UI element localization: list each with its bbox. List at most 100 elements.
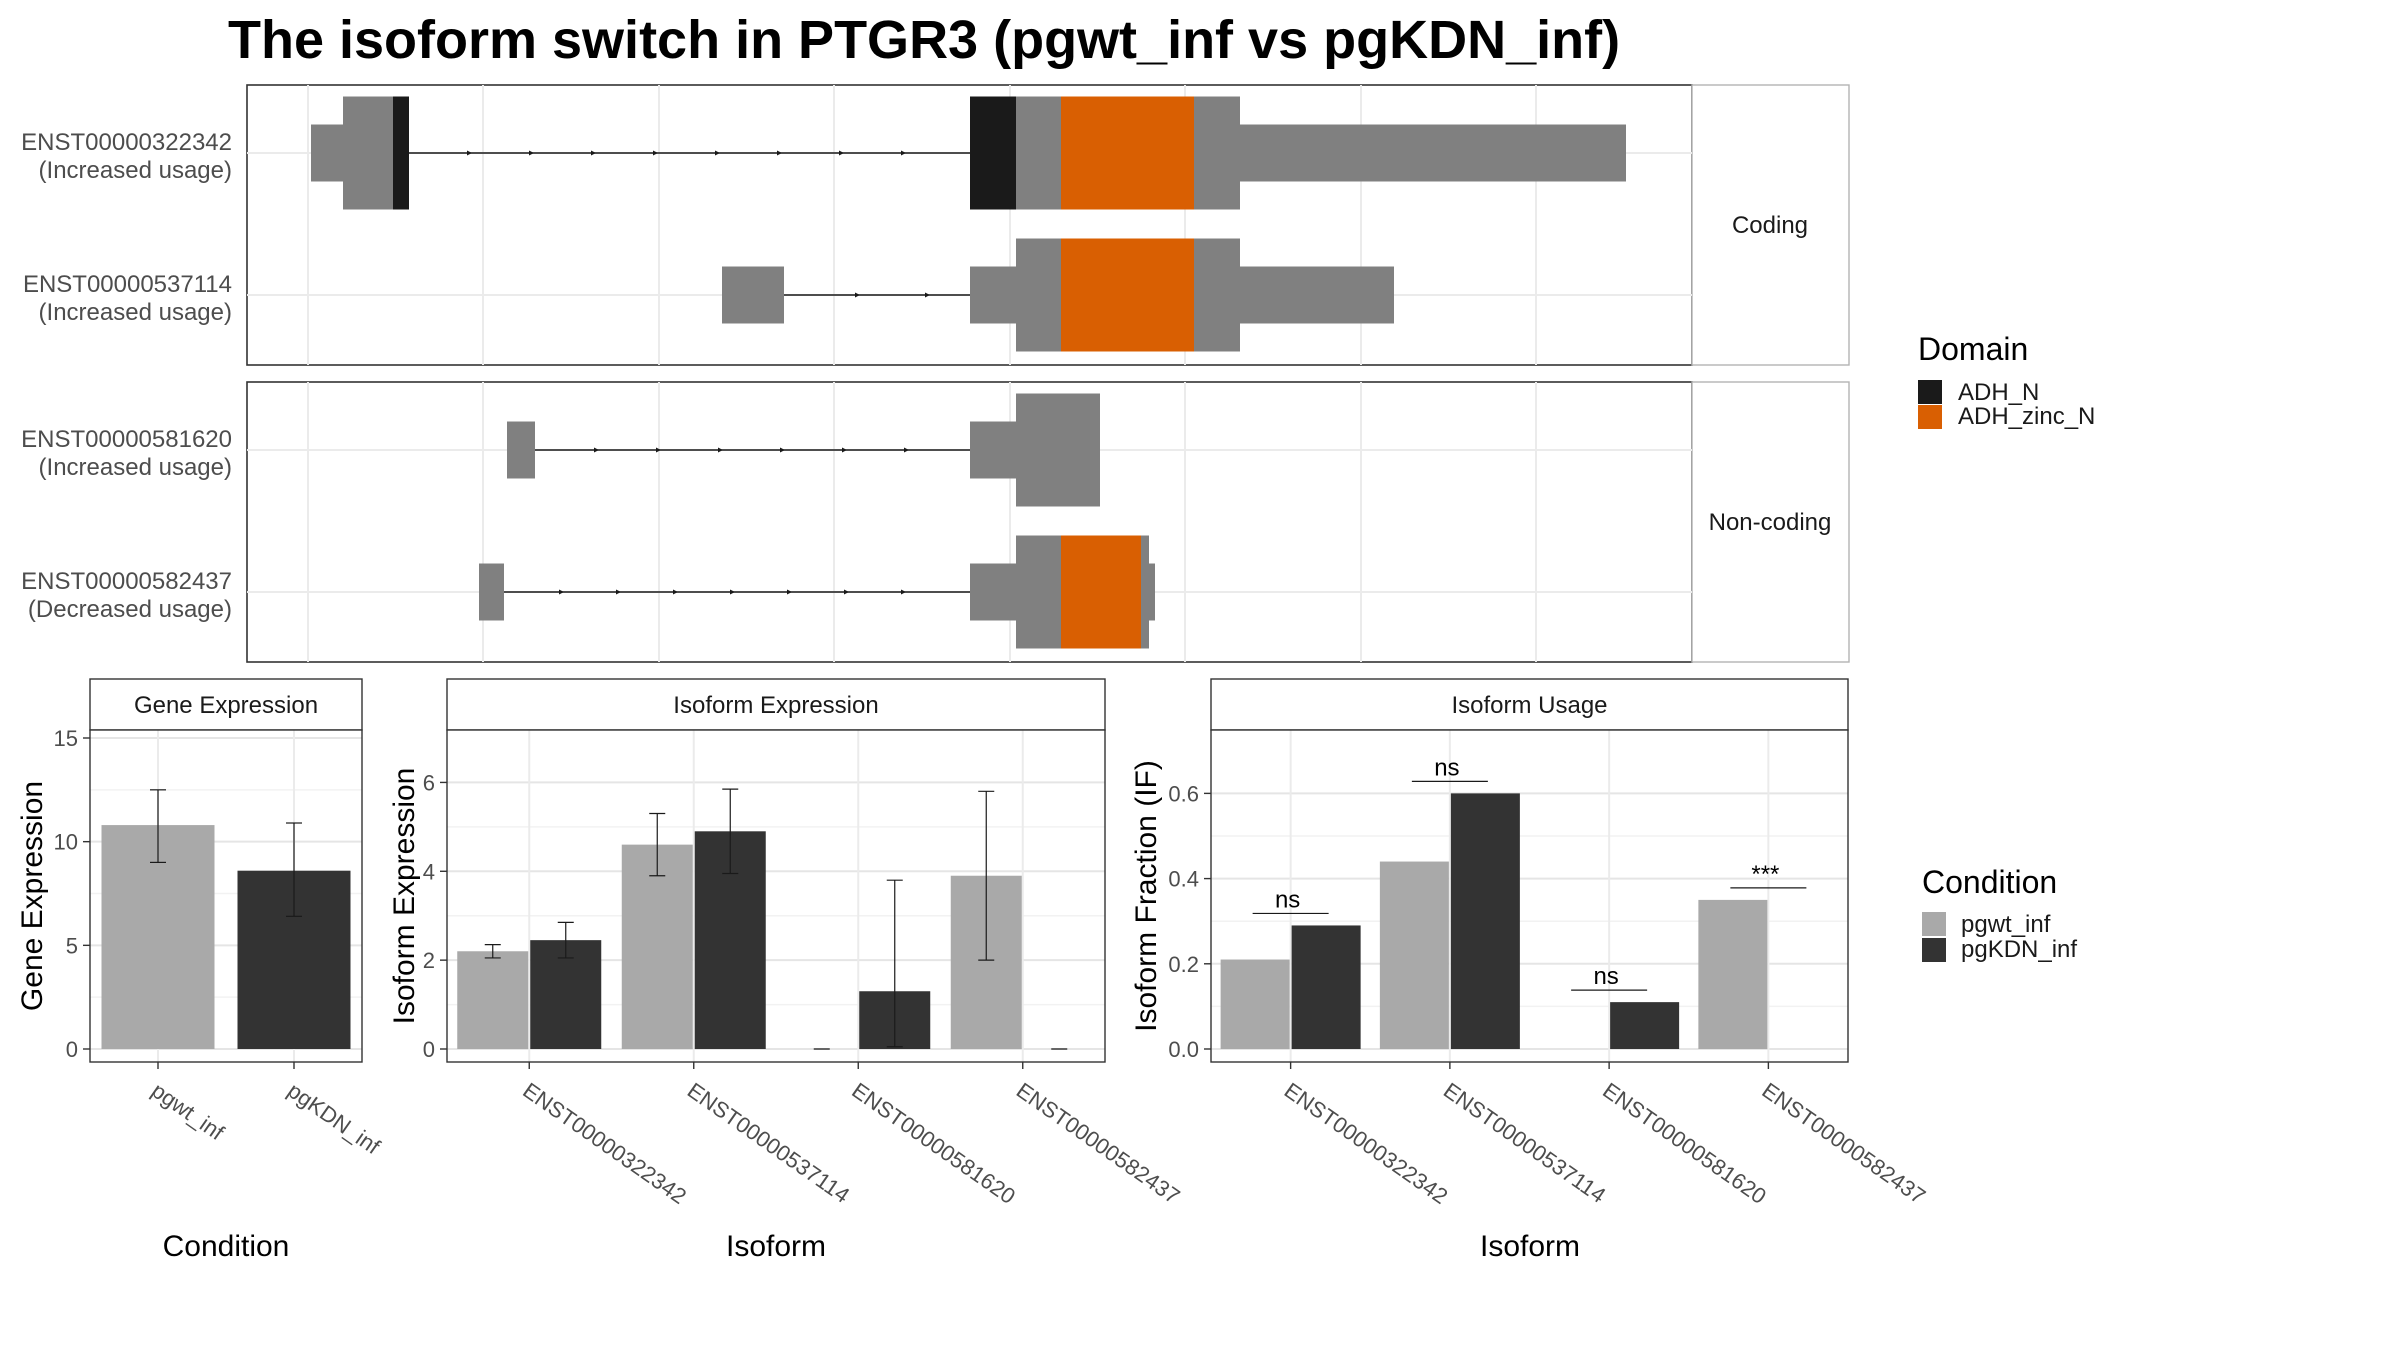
condition-legend-title: Condition: [1922, 864, 2057, 900]
y-axis-title: Isoform Fraction (IF): [1130, 760, 1163, 1032]
utr-exon: [1240, 266, 1394, 324]
x-axis-title: Isoform: [726, 1230, 826, 1263]
y-tick-label: 0: [423, 1037, 435, 1062]
exon: [1194, 238, 1240, 352]
intron-arrow: [718, 447, 723, 453]
domain-adh-n: [970, 96, 1016, 210]
x-tick-label: ENST00000537114: [1439, 1078, 1610, 1208]
y-tick-label: 0.2: [1168, 952, 1199, 977]
legend-label-pgkdn-inf: pgKDN_inf: [1961, 936, 2077, 963]
legend-key-pgkdn-inf: [1922, 938, 1946, 962]
exon: [1194, 96, 1240, 210]
intron-arrow: [904, 447, 909, 453]
transcript-label-usage: (Increased usage): [39, 454, 232, 481]
intron-arrow: [559, 589, 564, 595]
x-tick-label: pgKDN_inf: [283, 1078, 385, 1160]
panel-border: [446, 729, 1106, 1063]
x-tick-label: ENST00000581620: [847, 1078, 1020, 1209]
panel-border: [89, 729, 363, 1063]
legend-label-adh-n: ADH_N: [1958, 379, 2039, 406]
bar: [1291, 925, 1361, 1049]
domain-legend-title: Domain: [1918, 331, 2028, 367]
utr-exon: [1240, 124, 1626, 182]
structure-panel-noncoding: Non-coding ENST00000581620 (Increased us…: [21, 381, 1850, 663]
intron-arrow: [780, 447, 785, 453]
significance-label: ns: [1593, 963, 1618, 990]
utr-exon: [722, 266, 784, 324]
exon: [970, 563, 1016, 621]
x-tick-label: ENST00000537114: [683, 1078, 854, 1208]
panel-border: [1210, 729, 1849, 1063]
x-axis-title: Isoform: [1480, 1230, 1580, 1263]
panel-strip: [446, 678, 1106, 731]
utr-exon: [311, 124, 343, 182]
bar-panel: Gene Expression 0 5 10 15 pgwt_inf pgKDN_inf Co…: [16, 678, 385, 1263]
noncoding-panel-frame: [246, 381, 1693, 663]
intron-arrow: [901, 589, 906, 595]
panel-strip: [1210, 678, 1849, 731]
intron-arrow: [777, 150, 782, 156]
intron-arrow: [467, 150, 472, 156]
panel-strip-label: Gene Expression: [134, 692, 318, 719]
noncoding-strip-box: [1691, 381, 1850, 663]
bar: [1220, 959, 1290, 1049]
coding-strip-label: Coding: [1732, 212, 1808, 239]
exon: [479, 563, 504, 621]
x-tick-label: ENST00000582437: [1758, 1078, 1931, 1209]
exon: [1016, 96, 1061, 210]
y-axis-title: Isoform Expression: [388, 768, 421, 1025]
y-tick-label: 5: [66, 933, 78, 958]
intron-arrow: [842, 447, 847, 453]
intron-arrow: [839, 150, 844, 156]
transcript-label-id: ENST00000581620: [21, 426, 232, 453]
y-axis-title: Gene Expression: [16, 781, 49, 1011]
x-axis-title: Condition: [163, 1230, 290, 1263]
intron-arrow: [715, 150, 720, 156]
panel-strip-label: Isoform Expression: [673, 692, 878, 719]
legend-key-adh-zinc-n: [1918, 405, 1942, 429]
figure-title: The isoform switch in PTGR3 (pgwt_inf vs…: [228, 10, 1620, 70]
intron-arrow: [855, 292, 860, 298]
domain-adh-zinc-n: [1061, 238, 1194, 352]
panel-strip-label: Isoform Usage: [1451, 692, 1607, 719]
x-tick-label: ENST00000322342: [1280, 1078, 1453, 1209]
exon: [343, 96, 393, 210]
x-tick-label: ENST00000582437: [1012, 1078, 1185, 1209]
domain-adh-zinc-n: [1061, 96, 1194, 210]
intron-arrow: [591, 150, 596, 156]
exon: [970, 421, 1016, 479]
legend-label-pgwt-inf: pgwt_inf: [1961, 911, 2051, 938]
bar: [621, 844, 693, 1049]
transcript-label-usage: (Increased usage): [39, 157, 232, 184]
exon: [1016, 535, 1061, 649]
domain-adh-zinc-n: [1061, 535, 1141, 649]
exon: [1141, 535, 1149, 649]
intron-arrow: [529, 150, 534, 156]
exon: [1149, 563, 1155, 621]
intron-arrow: [730, 589, 735, 595]
bar: [457, 951, 529, 1049]
y-tick-label: 0.6: [1168, 781, 1199, 806]
bar: [1610, 1002, 1680, 1049]
intron-arrow: [616, 589, 621, 595]
intron-arrow: [594, 447, 599, 453]
y-tick-label: 2: [423, 948, 435, 973]
transcript-label-usage: (Increased usage): [39, 299, 232, 326]
y-tick-label: 4: [423, 859, 435, 884]
x-tick-label: ENST00000581620: [1598, 1078, 1771, 1209]
intron-arrow: [925, 292, 930, 298]
exon: [507, 421, 535, 479]
intron-arrow: [844, 589, 849, 595]
x-tick-label: ENST00000322342: [518, 1078, 691, 1209]
legend-key-pgwt-inf: [1922, 912, 1946, 936]
legend-label-adh-zinc-n: ADH_zinc_N: [1958, 403, 2095, 430]
intron-arrow: [653, 150, 658, 156]
y-tick-label: 6: [423, 770, 435, 795]
significance-label: ns: [1434, 754, 1459, 781]
condition-legend: Condition pgwt_inf pgKDN_inf: [1922, 864, 2077, 963]
y-tick-label: 0: [66, 1037, 78, 1062]
intron-arrow: [673, 589, 678, 595]
y-tick-label: 0.0: [1168, 1037, 1199, 1062]
intron-arrow: [787, 589, 792, 595]
significance-label: ***: [1751, 861, 1779, 888]
